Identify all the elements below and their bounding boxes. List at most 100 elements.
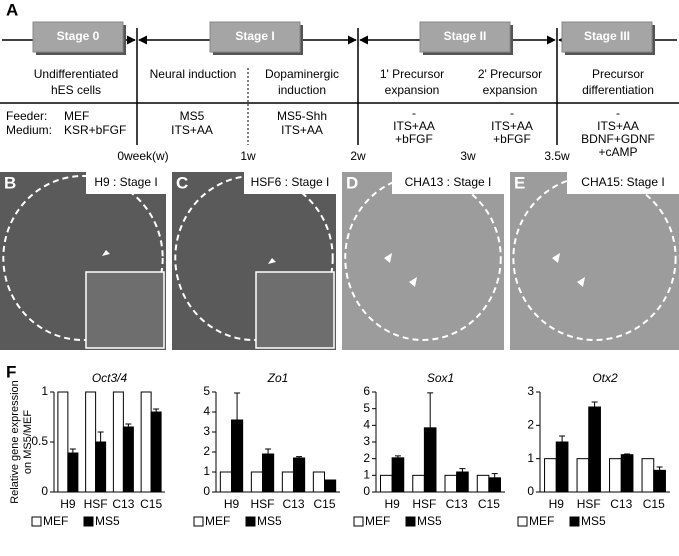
- x-tick-label: H9: [60, 497, 76, 511]
- step-text: Undifferentiated: [34, 67, 119, 81]
- inset: [85, 271, 165, 349]
- legend-swatch: [569, 516, 580, 527]
- y-axis-label: Relative gene expression: [9, 380, 21, 504]
- error-bar: [153, 408, 160, 412]
- chart-title: Sox1: [427, 371, 454, 385]
- condition-text: -: [412, 106, 416, 120]
- step-text: 2' Precursor: [478, 67, 542, 81]
- bar: [423, 427, 437, 493]
- step-text: expansion: [483, 83, 538, 97]
- step-text: expansion: [385, 83, 440, 97]
- condition-text: +bFGF: [395, 132, 433, 146]
- condition-text: +bFGF: [493, 132, 531, 146]
- panel-label: A: [6, 0, 18, 19]
- condition-text: ITS+AA: [597, 119, 639, 133]
- x-tick-label: C15: [643, 497, 665, 511]
- y-tick-label: 2: [527, 418, 534, 432]
- step-text: hES cells: [51, 83, 101, 97]
- y-axis-label: on MS5/MEF: [22, 410, 34, 474]
- y-tick-label: 1: [363, 468, 370, 482]
- x-tick-label: C15: [313, 497, 335, 511]
- arrowhead: [409, 277, 417, 287]
- row-label: Medium:: [6, 123, 52, 137]
- error-bar: [591, 401, 598, 407]
- error-bar: [265, 448, 272, 454]
- error-bar: [296, 456, 303, 458]
- bar: [57, 391, 69, 493]
- step-text: induction: [278, 83, 326, 97]
- stage-label: Stage I: [235, 29, 274, 43]
- arrow: [268, 258, 276, 264]
- legend-swatch: [245, 516, 256, 527]
- bar: [112, 391, 124, 493]
- bar: [412, 474, 425, 493]
- error-bar: [234, 392, 241, 420]
- caption: H9 : Stage I: [94, 175, 157, 189]
- chart-title: Otx2: [592, 371, 618, 385]
- error-bar: [69, 448, 76, 453]
- error-bar: [491, 473, 498, 478]
- x-tick-label: C13: [610, 497, 632, 511]
- legend-label: MS5: [417, 514, 442, 528]
- condition-text: MEF: [64, 109, 89, 123]
- stage-label: Stage 0: [57, 29, 100, 43]
- x-tick-label: C15: [478, 497, 500, 511]
- condition-text: ITS+AA: [281, 123, 323, 137]
- bar: [231, 419, 244, 493]
- y-tick-label: 3: [363, 434, 370, 448]
- x-tick-label: HSF: [84, 497, 108, 511]
- bar: [444, 474, 458, 493]
- legend-label: MEF: [529, 514, 554, 528]
- step-text: Precursor: [592, 67, 644, 81]
- error-bar: [394, 455, 401, 458]
- bar: [456, 471, 469, 493]
- y-tick-label: 4: [363, 418, 370, 432]
- bar: [380, 474, 393, 493]
- caption: CHA15: Stage I: [581, 175, 664, 189]
- bar: [391, 457, 405, 493]
- bar: [476, 474, 490, 493]
- arrowhead: [552, 253, 560, 263]
- legend-swatch: [83, 516, 94, 527]
- x-tick-label: C13: [446, 497, 468, 511]
- legend-swatch: [193, 516, 204, 527]
- x-tick-label: H9: [549, 497, 565, 511]
- legend-label: MS5: [95, 514, 120, 528]
- stage-box: [561, 21, 653, 53]
- condition-text: -: [616, 106, 620, 120]
- x-tick-label: H9: [384, 497, 400, 511]
- colony-outline: [2, 175, 164, 341]
- condition-text: MS5-Shh: [277, 109, 327, 123]
- condition-text: +cAMP: [598, 145, 637, 159]
- panel-label: E: [514, 173, 525, 192]
- caption-box: [86, 172, 166, 194]
- time-label: 2w: [350, 149, 366, 163]
- y-tick-label: 0: [363, 484, 370, 498]
- caption: CHA13 : Stage I: [405, 175, 492, 189]
- caption: HSF6 : Stage I: [251, 175, 330, 189]
- bar: [122, 426, 134, 493]
- bar: [588, 406, 601, 493]
- y-tick-label: 0.5: [31, 434, 48, 448]
- y-tick-label: 6: [363, 384, 370, 398]
- y-tick-label: 5: [203, 384, 210, 398]
- caption-box: [567, 172, 679, 194]
- y-tick-label: 4: [203, 404, 210, 418]
- legend-swatch: [405, 516, 416, 527]
- error-bar: [97, 431, 104, 442]
- micrograph: [342, 172, 504, 350]
- legend-swatch: [517, 516, 528, 527]
- bar: [324, 479, 337, 493]
- y-tick-label: 0: [527, 484, 534, 498]
- bar: [67, 452, 79, 493]
- bar: [488, 477, 501, 493]
- arrowhead: [577, 277, 585, 287]
- bar: [95, 441, 107, 493]
- chart-title: Oct3/4: [92, 371, 128, 385]
- error-bar: [459, 468, 466, 472]
- x-tick-label: C13: [282, 497, 304, 511]
- step-text: Dopaminergic: [265, 67, 339, 81]
- legend-swatch: [353, 516, 364, 527]
- colony-outline: [174, 175, 334, 341]
